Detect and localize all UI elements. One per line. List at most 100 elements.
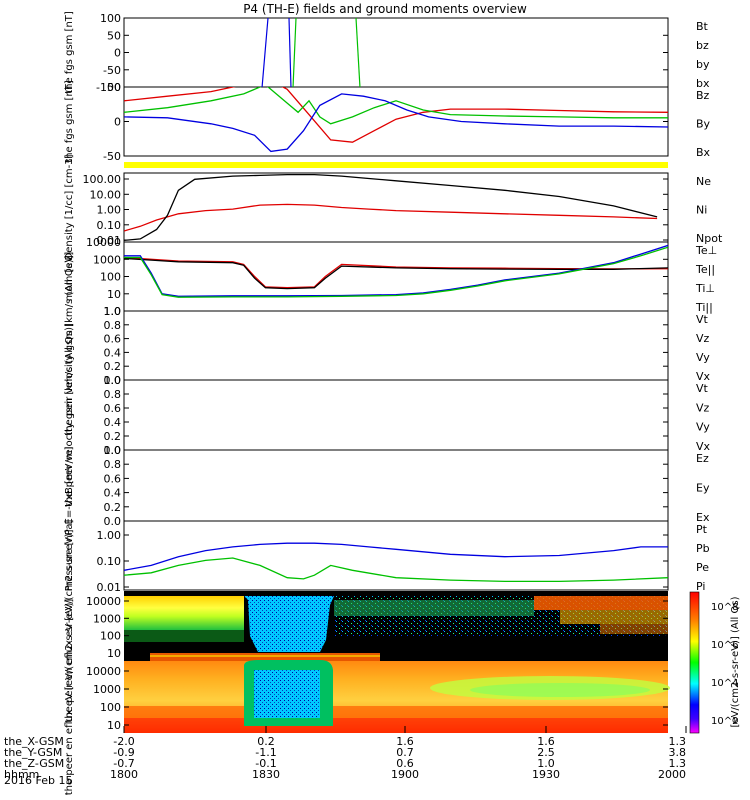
legend-entry: Vx	[696, 370, 711, 383]
legend-entry: by	[696, 58, 710, 71]
y-axis-label: the peer velocity gsm [km/s (All Qs)]	[64, 323, 75, 507]
legend-entry: Te⊥	[695, 244, 717, 257]
legend-entry: Ne	[696, 175, 711, 188]
series-line-Pi	[124, 542, 668, 571]
series-line-Ti||	[124, 246, 668, 298]
legend-entry: Vt	[696, 313, 709, 326]
y-tick-label: 1.0	[104, 374, 122, 387]
panel3-series	[124, 173, 658, 242]
y-tick-label: 1.00	[97, 529, 122, 542]
orbit-row-value: 1930	[532, 768, 560, 781]
orbit-row-value: 2.5	[537, 746, 555, 759]
series-line-Bz	[124, 87, 668, 143]
y-axis-label: the peir velocity gsm [km/s (All Qs)]	[64, 255, 75, 436]
legend-entry: Vt	[696, 382, 709, 395]
y-axis-label: the peir en eflux eV [eV/(cm2-s-sr-eV)]	[64, 529, 75, 722]
y-tick-label: 0.01	[97, 581, 122, 594]
y-axis-label: the peer en eflux eV [eV/(cm2-s-sr-eV)]	[64, 599, 75, 796]
colorbar-tick: 10^4	[711, 678, 738, 689]
orbit-row-value: 1800	[110, 768, 138, 781]
orbit-row-value: 2000	[658, 768, 686, 781]
orbit-row-value: 1830	[252, 768, 280, 781]
orbit-row-value: 1.3	[669, 735, 687, 748]
y-axis-label: Density [1/cc] [cm-3]	[64, 154, 75, 260]
y-tick-label: -50	[103, 64, 121, 77]
legend-entry: Pe	[696, 561, 709, 574]
y-tick-label: 0.2	[104, 430, 122, 443]
orbit-row-value: 0.2	[257, 735, 275, 748]
y-tick-label: 1000	[93, 253, 121, 266]
electron-spectrogram	[124, 660, 670, 733]
series-line-Ne	[124, 203, 658, 232]
series-line-Bx	[124, 93, 668, 153]
y-tick-label: 0.2	[104, 360, 122, 373]
y-tick-label: 100	[100, 271, 121, 284]
y-tick-label: 1000	[93, 612, 121, 625]
y-tick-label: 1000	[93, 683, 121, 696]
y-tick-label: 0.0	[104, 515, 122, 528]
orbit-row-value: -0.7	[113, 757, 134, 770]
y-tick-label: 0.01	[97, 234, 122, 247]
y-tick-label: 1.0	[104, 305, 122, 318]
y-tick-label: 10000	[86, 236, 121, 249]
y-tick-label: 50	[107, 81, 121, 94]
orbit-row-value: 1.0	[537, 757, 555, 770]
y-tick-label: 100	[100, 12, 121, 25]
y-tick-label: -100	[96, 81, 121, 94]
y-tick-label: 0.0	[104, 374, 122, 387]
panel-frames	[123, 17, 669, 591]
y-tick-label: 10.00	[90, 188, 122, 201]
legend-entry: Bz	[696, 89, 710, 102]
series-line-Ni	[124, 173, 658, 242]
y-tick-label: 100.00	[83, 173, 122, 186]
y-axis-label: Pressure [nPa]	[64, 520, 75, 592]
panel1-spikes	[261, 18, 361, 87]
series-line-By	[124, 87, 668, 125]
orbit-row-name: the_Y-GSM	[4, 746, 62, 759]
y-tick-label: 0.6	[104, 333, 122, 346]
legend-entry: Vz	[696, 332, 710, 345]
y-tick-label: 10	[107, 647, 121, 660]
orbit-row-value: 0.6	[396, 757, 414, 770]
colorbar-tick: 10^8	[711, 602, 738, 613]
ion-spectrogram	[124, 591, 668, 661]
y-tick-label: 1.0	[104, 305, 122, 318]
y-tick-label: 0.10	[97, 555, 122, 568]
orbit-row-value: 3.8	[669, 746, 687, 759]
y-axis-label: mom [eV]	[64, 252, 75, 302]
series-line-Pe	[124, 557, 668, 583]
legend-entry: bz	[696, 39, 709, 52]
quality-flag-bar	[124, 162, 668, 168]
legend-entry: Bt	[696, 20, 709, 33]
legend-entry: Ez	[696, 452, 709, 465]
legend-entry: Te||	[695, 263, 715, 276]
y-tick-label: -50	[103, 150, 121, 163]
y-tick-label: 0.4	[104, 346, 122, 359]
legend-entry: Ti⊥	[695, 282, 715, 295]
legend-entry: Ni	[696, 204, 707, 217]
legend-entry: Vy	[696, 421, 710, 434]
orbit-row-value: -1.1	[255, 746, 276, 759]
y-axis-label: the fgs gsm [nT]	[64, 11, 75, 94]
legend-entry: Vz	[696, 401, 710, 414]
orbit-row-value: -0.9	[113, 746, 134, 759]
orbit-row-value: 0.7	[396, 746, 414, 759]
legend-entry: Vy	[696, 351, 710, 364]
legend-entry: Pt	[696, 523, 708, 536]
legend-entry: Bx	[696, 146, 711, 159]
orbit-row-value: 1.3	[669, 757, 687, 770]
legends: BtbzbybxBzByBxNeNiNpotTe⊥Te||Ti⊥Ti||VtVz…	[695, 20, 723, 593]
y-tick-label: 100	[100, 630, 121, 643]
orbit-row-name: the_Z-GSM	[4, 757, 64, 770]
panel4-series	[124, 244, 668, 298]
legend-entry: Vx	[696, 440, 711, 453]
colorbar-tick: 10^6	[711, 640, 738, 651]
orbit-row-name: hhmm	[4, 768, 39, 781]
legend-entry: Pb	[696, 542, 710, 555]
orbit-row-value: 1.6	[537, 735, 555, 748]
y-tick-label: 0.6	[104, 472, 122, 485]
colorbar	[689, 591, 700, 734]
y-tick-label: 10000	[86, 665, 121, 678]
y-tick-label: 0.4	[104, 487, 122, 500]
panel8-series	[124, 542, 668, 583]
